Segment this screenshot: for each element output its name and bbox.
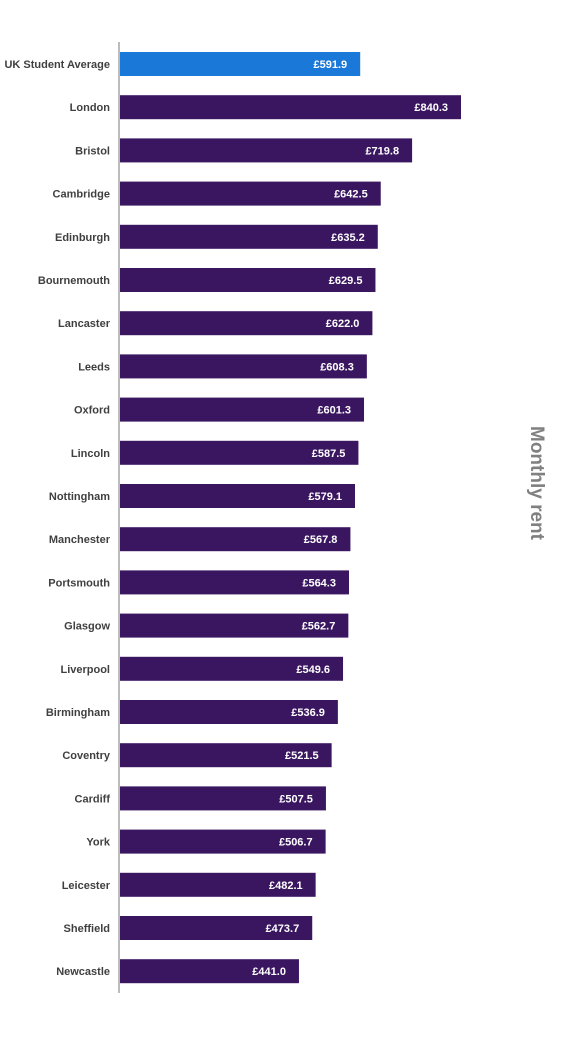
bar-cardiff (120, 786, 326, 811)
category-label: Liverpool (60, 664, 110, 676)
category-label: Portsmouth (48, 577, 110, 589)
bar-uk-student-average (120, 52, 361, 76)
value-label: £521.5 (285, 750, 319, 762)
value-label: £635.2 (331, 232, 365, 244)
axis-title: Monthly rent (526, 426, 547, 541)
bar-manchester (120, 527, 351, 552)
value-label: £642.5 (334, 189, 368, 201)
category-label: Cambridge (53, 189, 110, 201)
bar-portsmouth (120, 570, 349, 595)
bar-coventry (120, 743, 332, 768)
category-label: Oxford (74, 405, 110, 417)
category-label: Lincoln (71, 448, 110, 460)
category-label: Manchester (49, 534, 111, 546)
value-label: £579.1 (308, 491, 342, 503)
bar-lincoln (120, 440, 359, 465)
value-label: £601.3 (317, 405, 351, 417)
bar-newcastle (120, 959, 299, 984)
bar-bristol (120, 138, 413, 163)
bar-cambridge (120, 181, 381, 206)
bar-leicester (120, 872, 316, 897)
category-label: Nottingham (49, 491, 110, 503)
value-label: £441.0 (252, 966, 286, 978)
value-label: £622.0 (326, 318, 360, 330)
bar-york (120, 829, 326, 854)
bar-birmingham (120, 700, 338, 724)
value-label: £507.5 (279, 793, 313, 805)
bar-nottingham (120, 484, 356, 508)
category-label: Glasgow (64, 621, 110, 633)
value-label: £567.8 (304, 534, 338, 546)
bar-bournemouth (120, 268, 376, 292)
bar-oxford (120, 397, 365, 422)
category-label: Bournemouth (38, 275, 110, 287)
bar-liverpool (120, 656, 344, 681)
value-label: £564.3 (302, 577, 336, 589)
category-label: London (70, 102, 111, 114)
bar-edinburgh (120, 224, 378, 249)
category-label: York (86, 837, 111, 849)
category-label: Bristol (75, 145, 110, 157)
category-label: Cardiff (75, 793, 111, 805)
value-label: £719.8 (365, 145, 399, 157)
bar-lancaster (120, 311, 373, 336)
category-label: Leicester (62, 880, 111, 892)
category-label: Edinburgh (55, 232, 110, 244)
bars-group (120, 52, 461, 984)
category-label: Newcastle (56, 966, 110, 978)
value-label: £473.7 (266, 923, 300, 935)
value-label: £549.6 (296, 664, 330, 676)
bar-sheffield (120, 916, 313, 940)
category-label: Leeds (78, 361, 110, 373)
value-label: £629.5 (329, 275, 363, 287)
bar-glasgow (120, 613, 349, 638)
value-label: £482.1 (269, 880, 303, 892)
value-label: £591.9 (314, 59, 348, 71)
value-labels: £591.9 £840.3 £719.8 £642.5 £635.2 £629.5 £622… (252, 59, 448, 978)
category-label: Coventry (62, 750, 111, 762)
value-label: £562.7 (302, 621, 336, 633)
value-label: £506.7 (279, 837, 313, 849)
value-label: £536.9 (291, 707, 325, 719)
category-label: Lancaster (58, 318, 111, 330)
bar-leeds (120, 354, 367, 379)
value-label: £840.3 (414, 102, 448, 114)
category-label: UK Student Average (4, 59, 110, 71)
category-label: Sheffield (64, 923, 110, 935)
bar-london (120, 95, 461, 120)
value-label: £587.5 (312, 448, 346, 460)
category-label: Birmingham (46, 707, 110, 719)
category-labels: UK Student Average London Bristol Cambridge… (4, 59, 110, 978)
value-label: £608.3 (320, 361, 354, 373)
